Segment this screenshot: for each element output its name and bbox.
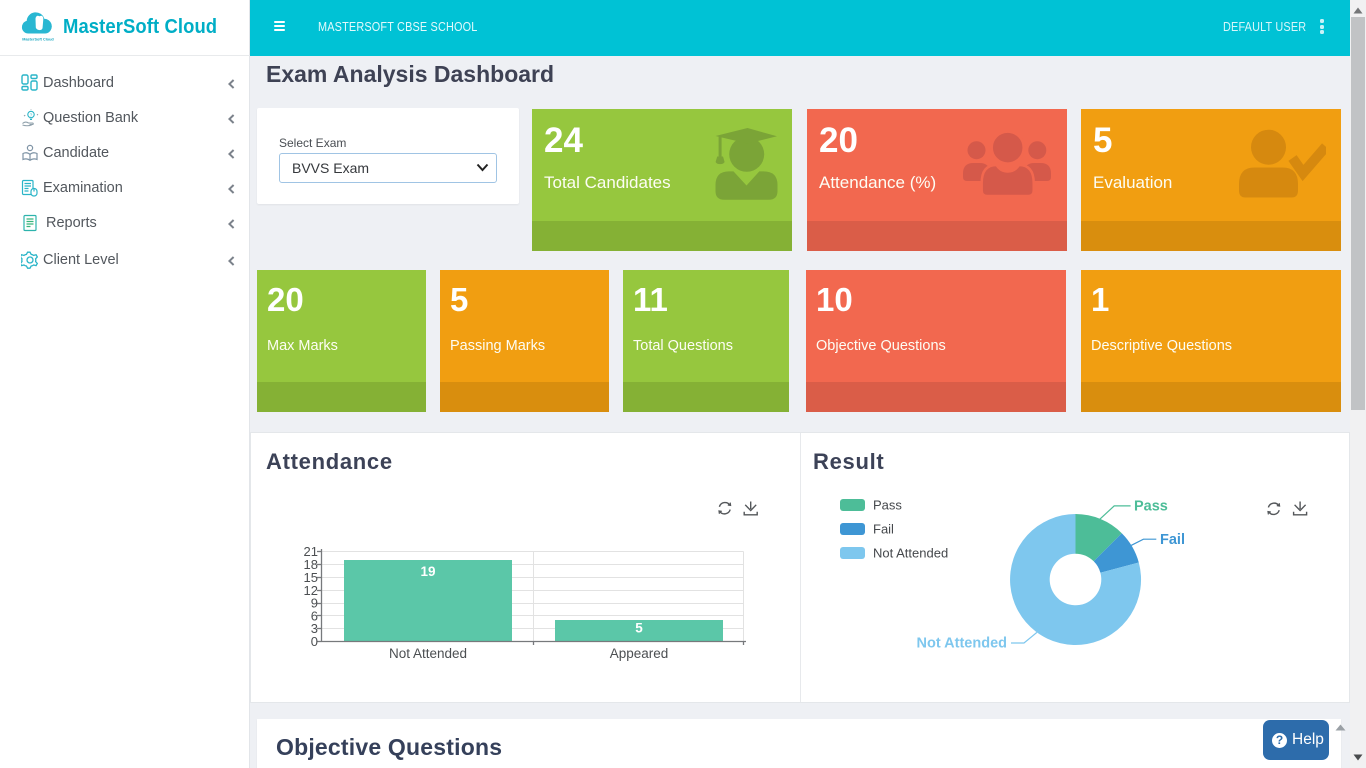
- svg-text:5: 5: [635, 621, 643, 636]
- svg-text:Not Attended: Not Attended: [873, 546, 948, 561]
- svg-text:0: 0: [311, 634, 318, 649]
- svg-text:Fail: Fail: [1160, 532, 1185, 548]
- svg-text:Appeared: Appeared: [610, 646, 669, 661]
- svg-text:12: 12: [304, 583, 318, 598]
- svg-text:?: ?: [30, 112, 33, 118]
- svg-text:6: 6: [311, 609, 318, 624]
- svg-text:Pass: Pass: [1134, 499, 1168, 515]
- svg-text:3: 3: [311, 621, 318, 636]
- svg-text:Pass: Pass: [873, 498, 902, 513]
- svg-text:19: 19: [420, 564, 435, 579]
- svg-text:Not Attended: Not Attended: [917, 636, 1007, 652]
- svg-text:MasterSoft Cloud: MasterSoft Cloud: [22, 38, 54, 42]
- svg-text:9: 9: [311, 596, 318, 611]
- svg-text:Fail: Fail: [873, 522, 894, 537]
- svg-text:18: 18: [304, 557, 318, 572]
- svg-text:15: 15: [304, 570, 318, 585]
- svg-text:21: 21: [304, 544, 318, 559]
- svg-text:Not Attended: Not Attended: [389, 646, 467, 661]
